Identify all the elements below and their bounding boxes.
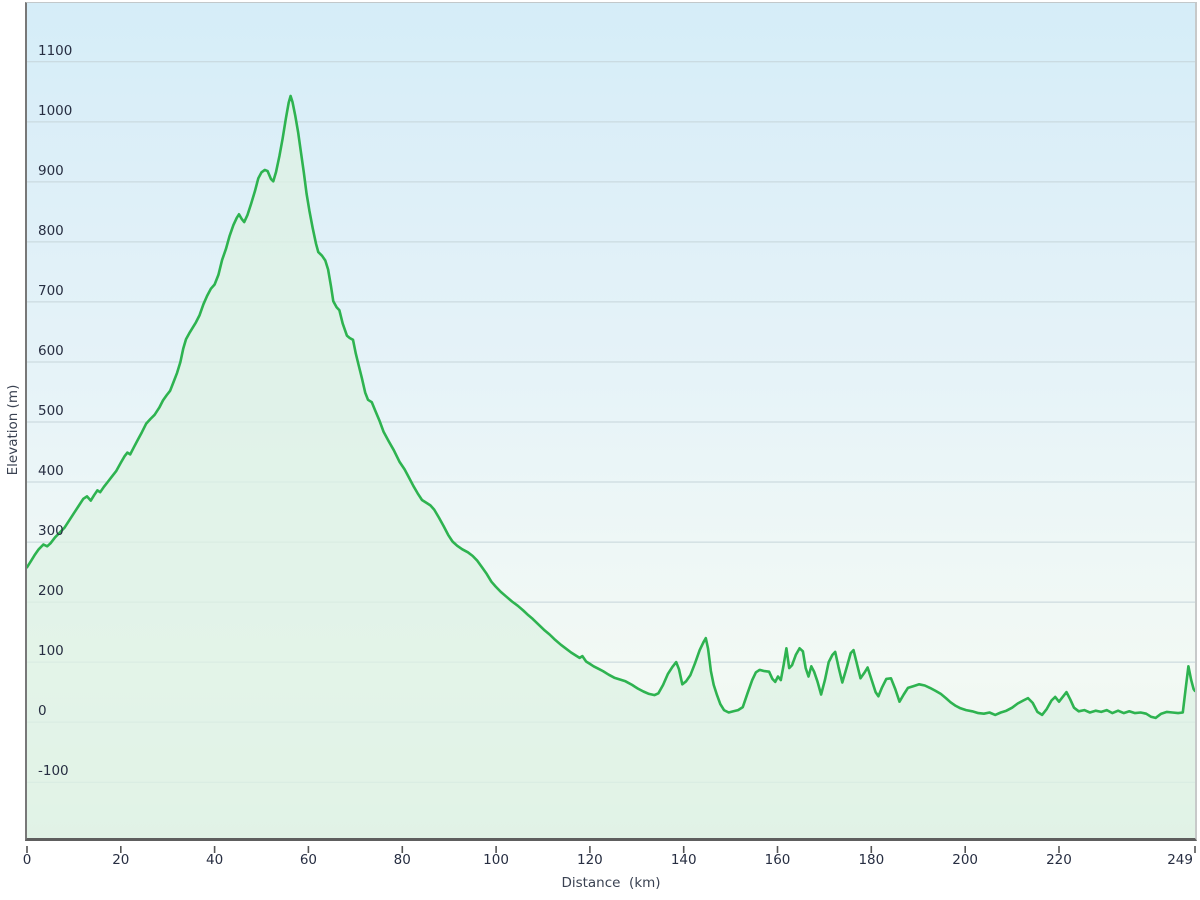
y-tick-label: 1000	[38, 103, 72, 119]
x-tick-label: 60	[299, 852, 318, 868]
x-tick-label: 20	[112, 852, 130, 868]
x-tick-label: 40	[206, 852, 224, 868]
y-tick-label: 100	[38, 643, 64, 659]
y-tick-label: -100	[38, 763, 69, 779]
y-tick-label: 500	[38, 403, 64, 419]
x-tick-label: 180	[858, 852, 885, 868]
x-tick-label: 160	[764, 852, 791, 868]
x-tick-label: 249	[1167, 852, 1193, 868]
y-tick-label: 200	[38, 583, 64, 599]
y-tick-label: 400	[38, 463, 64, 479]
x-axis-ticks	[25, 841, 1197, 853]
y-tick-label: 300	[38, 523, 64, 539]
x-tick-label: 120	[577, 852, 603, 868]
y-tick-label: 600	[38, 343, 64, 359]
x-tick-label: 140	[670, 852, 697, 868]
plot-canvas: -100 0 100 200 300 400 500 600 700 800 900 1000 1100	[27, 43, 1195, 838]
y-tick-label: 1100	[38, 43, 72, 59]
elevation-area	[27, 96, 1195, 838]
plot-area[interactable]: -100 0 100 200 300 400 500 600 700 800 900 1000 1100	[25, 2, 1197, 841]
x-tick-label: 220	[1046, 852, 1072, 868]
y-tick-label: 800	[38, 223, 64, 239]
x-axis-title: Distance (km)	[561, 875, 661, 891]
x-tick-label: 200	[952, 852, 979, 868]
x-tick-label: 100	[483, 852, 509, 868]
x-tick-label: 0	[22, 852, 32, 868]
elevation-line	[27, 94, 1195, 720]
y-tick-label: 700	[38, 283, 64, 299]
y-tick-label: 0	[38, 703, 47, 719]
x-tick-label: 80	[393, 852, 411, 868]
y-tick-label: 900	[38, 163, 64, 179]
y-axis-title: Elevation (m)	[5, 384, 21, 476]
